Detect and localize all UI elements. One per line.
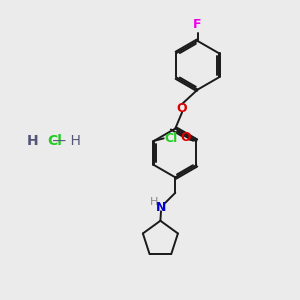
Text: Cl: Cl bbox=[47, 134, 62, 148]
Text: Cl: Cl bbox=[164, 132, 178, 145]
Text: H: H bbox=[149, 197, 158, 207]
Text: H: H bbox=[27, 134, 38, 148]
Text: F: F bbox=[193, 18, 202, 32]
Text: O: O bbox=[177, 102, 188, 115]
Text: — H: — H bbox=[48, 134, 81, 148]
Text: N: N bbox=[156, 201, 166, 214]
Text: O: O bbox=[180, 131, 191, 144]
